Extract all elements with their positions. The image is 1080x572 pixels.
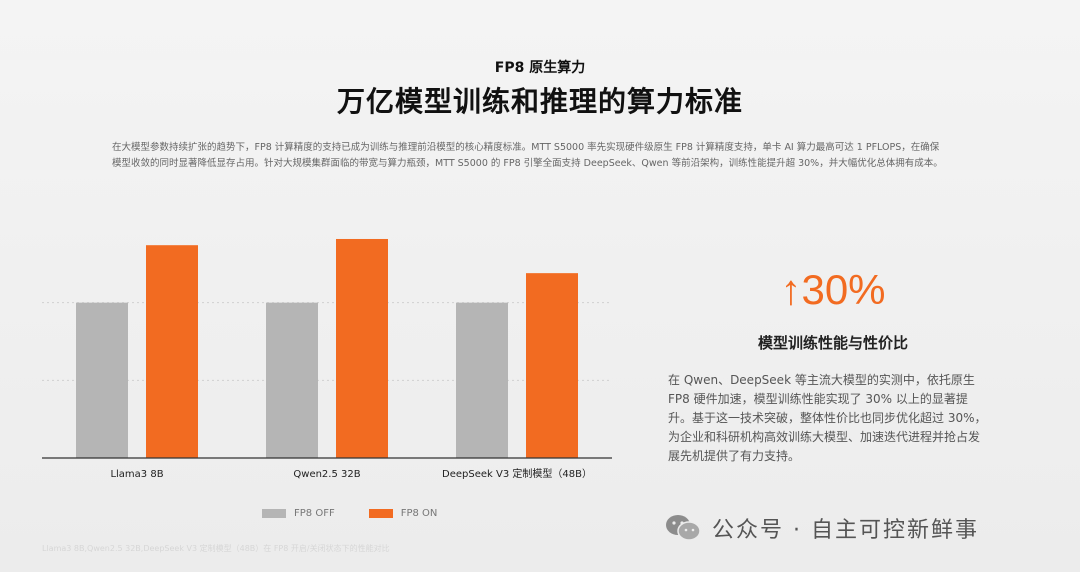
legend-label-off: FP8 OFF (294, 508, 335, 519)
legend-swatch-on (368, 509, 393, 518)
bar-chart: Llama3 8B Qwen2.5 32B DeepSeek V3 定制模型（48B… (42, 238, 612, 480)
stat-value: ↑30% (718, 266, 948, 314)
legend-label-on: FP8 ON (400, 508, 438, 519)
stat-desc-line: 在 Qwen、DeepSeek 等主流大模型的实测中，依托原生 (668, 373, 975, 387)
page-title: 万亿模型训练和推理的算力标准 (336, 85, 743, 118)
stat-description: 在 Qwen、DeepSeek 等主流大模型的实测中，依托原生 FP8 硬件加速… (668, 371, 998, 466)
stat-desc-line: 升。基于这一技术突破，整体性价比也同步优化超过 30%， (668, 411, 987, 425)
bar-fp8-on (336, 238, 388, 458)
stat-desc-line: 展先机提供了有力支持。 (668, 449, 801, 463)
legend-item-on: FP8 ON (368, 508, 438, 519)
x-tick-label: DeepSeek V3 定制模型（48B） (442, 467, 592, 480)
arrow-up-icon: ↑ (780, 266, 802, 313)
stat-label: 模型训练性能与性价比 (757, 334, 908, 352)
legend-swatch-off (262, 509, 286, 518)
x-tick-label: Llama3 8B (110, 469, 163, 480)
chart-footnote: Llama3 8B,Qwen2.5 32B,DeepSeek V3 定制模型（4… (42, 544, 390, 553)
page-subtitle: FP8 原生算力 (494, 60, 586, 76)
bar-fp8-off (266, 302, 318, 458)
bar-fp8-off (456, 302, 508, 458)
chart-legend: FP8 OFF FP8 ON (262, 508, 437, 519)
bar-fp8-on (526, 273, 578, 458)
legend-item-off: FP8 OFF (262, 508, 335, 519)
stat-desc-line: 为企业和科研机构高效训练大模型、加速迭代进程并抢占发 (668, 430, 981, 444)
intro-line-2: 模型收敛的同时显著降低显存占用。针对大规模集群面临的带宽与算力瓶颈，MTT S5… (112, 158, 943, 169)
bar-fp8-on (146, 245, 198, 458)
stat-percent: 30% (801, 266, 886, 313)
intro-paragraph: 在大模型参数持续扩张的趋势下，FP8 计算精度的支持已成为训练与推理前沿模型的核… (112, 140, 982, 172)
watermark-text: 公众号 · 自主可控新鲜事 (712, 518, 979, 543)
stat-desc-line: FP8 硬件加速，模型训练性能实现了 30% 以上的显著提 (668, 392, 968, 406)
bar-fp8-off (76, 302, 128, 458)
x-tick-label: Qwen2.5 32B (293, 469, 360, 480)
watermark: 公众号 · 自主可控新鲜事 (664, 512, 979, 544)
intro-line-1: 在大模型参数持续扩张的趋势下，FP8 计算精度的支持已成为训练与推理前沿模型的核… (112, 142, 940, 153)
wechat-icon (666, 515, 701, 541)
